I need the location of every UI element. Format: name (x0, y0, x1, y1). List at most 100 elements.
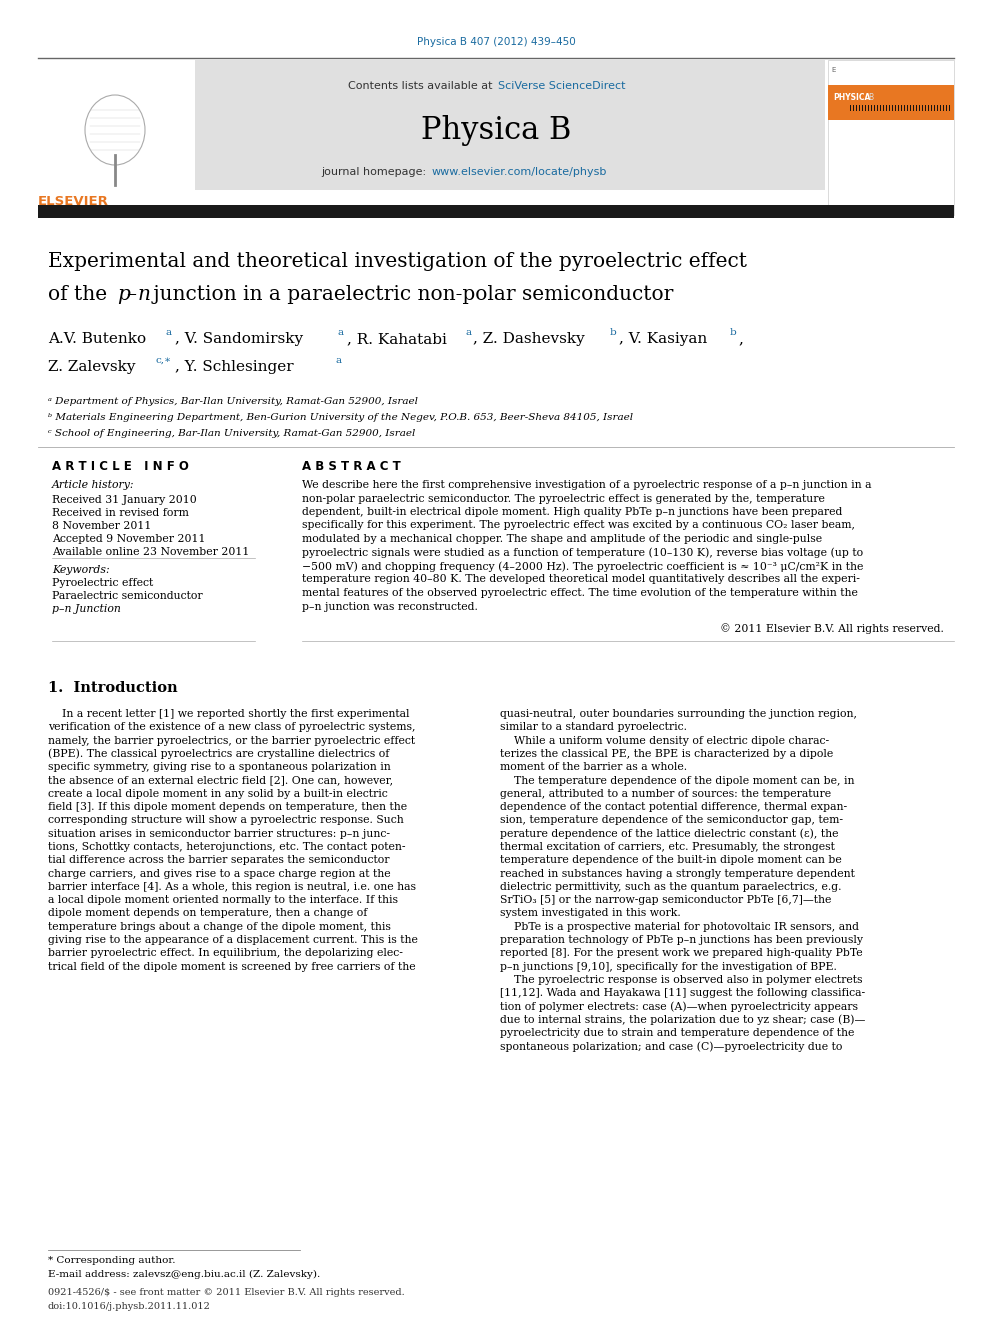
Text: trical field of the dipole moment is screened by free carriers of the: trical field of the dipole moment is scr… (48, 962, 416, 971)
Text: ᶜ School of Engineering, Bar-Ilan University, Ramat-Gan 52900, Israel: ᶜ School of Engineering, Bar-Ilan Univer… (48, 429, 416, 438)
Text: A B S T R A C T: A B S T R A C T (302, 460, 401, 474)
Text: , Y. Schlesinger: , Y. Schlesinger (175, 360, 294, 374)
Text: pyroelectric signals were studied as a function of temperature (10–130 K), rever: pyroelectric signals were studied as a f… (302, 548, 863, 558)
Text: Keywords:: Keywords: (52, 565, 110, 576)
Text: giving rise to the appearance of a displacement current. This is the: giving rise to the appearance of a displ… (48, 935, 418, 945)
Text: reached in substances having a strongly temperature dependent: reached in substances having a strongly … (500, 869, 855, 878)
Text: non-polar paraelectric semiconductor. The pyroelectric effect is generated by th: non-polar paraelectric semiconductor. Th… (302, 493, 825, 504)
Text: , Z. Dashevsky: , Z. Dashevsky (473, 332, 584, 347)
Text: n: n (138, 284, 151, 304)
Text: b: b (610, 328, 617, 337)
Text: reported [8]. For the present work we prepared high-quality PbTe: reported [8]. For the present work we pr… (500, 949, 863, 958)
Text: Pyroelectric effect: Pyroelectric effect (52, 578, 153, 587)
Text: situation arises in semiconductor barrier structures: p–n junc-: situation arises in semiconductor barrie… (48, 828, 390, 839)
Text: p: p (117, 284, 130, 304)
Text: dielectric permittivity, such as the quantum paraelectrics, e.g.: dielectric permittivity, such as the qua… (500, 882, 841, 892)
Text: thermal excitation of carriers, etc. Presumably, the strongest: thermal excitation of carriers, etc. Pre… (500, 841, 835, 852)
Text: –: – (126, 284, 136, 304)
Text: verification of the existence of a new class of pyroelectric systems,: verification of the existence of a new c… (48, 722, 416, 733)
Text: www.elsevier.com/locate/physb: www.elsevier.com/locate/physb (432, 167, 607, 177)
Bar (195, 60, 825, 191)
Text: preparation technology of PbTe p–n junctions has been previously: preparation technology of PbTe p–n junct… (500, 935, 863, 945)
Text: [11,12]. Wada and Hayakawa [11] suggest the following classifica-: [11,12]. Wada and Hayakawa [11] suggest … (500, 988, 865, 999)
Text: quasi-neutral, outer boundaries surrounding the junction region,: quasi-neutral, outer boundaries surround… (500, 709, 857, 718)
Text: corresponding structure will show a pyroelectric response. Such: corresponding structure will show a pyro… (48, 815, 404, 826)
Text: field [3]. If this dipole moment depends on temperature, then the: field [3]. If this dipole moment depends… (48, 802, 407, 812)
Text: The temperature dependence of the dipole moment can be, in: The temperature dependence of the dipole… (500, 775, 854, 786)
Text: terizes the classical PE, the BPE is characterized by a dipole: terizes the classical PE, the BPE is cha… (500, 749, 833, 759)
Bar (38, 60, 193, 191)
Text: Physica B: Physica B (421, 115, 571, 146)
Text: 0921-4526/$ - see front matter © 2011 Elsevier B.V. All rights reserved.: 0921-4526/$ - see front matter © 2011 El… (48, 1289, 405, 1297)
Text: Experimental and theoretical investigation of the pyroelectric effect: Experimental and theoretical investigati… (48, 251, 747, 271)
Text: ELSEVIER: ELSEVIER (38, 194, 109, 208)
Text: general, attributed to a number of sources: the temperature: general, attributed to a number of sourc… (500, 789, 831, 799)
Text: dipole moment depends on temperature, then a change of: dipole moment depends on temperature, th… (48, 909, 367, 918)
Text: sion, temperature dependence of the semiconductor gap, tem-: sion, temperature dependence of the semi… (500, 815, 843, 826)
Text: Paraelectric semiconductor: Paraelectric semiconductor (52, 591, 202, 601)
Text: ᵃ Department of Physics, Bar-Ilan University, Ramat-Gan 52900, Israel: ᵃ Department of Physics, Bar-Ilan Univer… (48, 397, 418, 406)
Bar (828, 85, 954, 120)
Text: E-mail address: zalevsz@eng.biu.ac.il (Z. Zalevsky).: E-mail address: zalevsz@eng.biu.ac.il (Z… (48, 1270, 320, 1279)
Text: A.V. Butenko: A.V. Butenko (48, 332, 146, 347)
Text: © 2011 Elsevier B.V. All rights reserved.: © 2011 Elsevier B.V. All rights reserved… (720, 623, 944, 634)
Text: create a local dipole moment in any solid by a built-in electric: create a local dipole moment in any soli… (48, 789, 388, 799)
Text: Contents lists available at: Contents lists available at (348, 81, 496, 91)
Text: tial difference across the barrier separates the semiconductor: tial difference across the barrier separ… (48, 855, 390, 865)
Text: spontaneous polarization; and case (C)—pyroelectricity due to: spontaneous polarization; and case (C)—p… (500, 1041, 842, 1052)
Text: (BPE). The classical pyroelectrics are crystalline dielectrics of: (BPE). The classical pyroelectrics are c… (48, 749, 390, 759)
Text: , V. Sandomirsky: , V. Sandomirsky (175, 332, 304, 347)
Text: B: B (868, 94, 873, 102)
Text: In a recent letter [1] we reported shortly the first experimental: In a recent letter [1] we reported short… (48, 709, 410, 718)
Text: a: a (165, 328, 172, 337)
Text: doi:10.1016/j.physb.2011.11.012: doi:10.1016/j.physb.2011.11.012 (48, 1302, 211, 1311)
Text: a: a (338, 328, 344, 337)
Text: barrier interface [4]. As a whole, this region is neutral, i.e. one has: barrier interface [4]. As a whole, this … (48, 882, 416, 892)
Text: specific symmetry, giving rise to a spontaneous polarization in: specific symmetry, giving rise to a spon… (48, 762, 391, 773)
Text: the absence of an external electric field [2]. One can, however,: the absence of an external electric fiel… (48, 775, 393, 786)
Text: mental features of the observed pyroelectric effect. The time evolution of the t: mental features of the observed pyroelec… (302, 587, 858, 598)
Text: −500 mV) and chopping frequency (4–2000 Hz). The pyroelectric coefficient is ≈ 1: −500 mV) and chopping frequency (4–2000 … (302, 561, 863, 572)
Text: Available online 23 November 2011: Available online 23 November 2011 (52, 546, 249, 557)
Text: dependence of the contact potential difference, thermal expan-: dependence of the contact potential diff… (500, 802, 847, 812)
Text: tion of polymer electrets: case (A)—when pyroelectricity appears: tion of polymer electrets: case (A)—when… (500, 1002, 858, 1012)
Text: due to internal strains, the polarization due to yz shear; case (B)—: due to internal strains, the polarizatio… (500, 1015, 865, 1025)
Text: While a uniform volume density of electric dipole charac-: While a uniform volume density of electr… (500, 736, 829, 746)
Text: p–n junctions [9,10], specifically for the investigation of BPE.: p–n junctions [9,10], specifically for t… (500, 962, 837, 971)
Text: similar to a standard pyroelectric.: similar to a standard pyroelectric. (500, 722, 687, 733)
Text: Article history:: Article history: (52, 480, 135, 490)
Text: temperature dependence of the built-in dipole moment can be: temperature dependence of the built-in d… (500, 855, 842, 865)
Text: b: b (730, 328, 737, 337)
Text: We describe here the first comprehensive investigation of a pyroelectric respons: We describe here the first comprehensive… (302, 480, 872, 490)
Text: a: a (336, 356, 342, 365)
Text: namely, the barrier pyroelectrics, or the barrier pyroelectric effect: namely, the barrier pyroelectrics, or th… (48, 736, 415, 746)
Text: Received 31 January 2010: Received 31 January 2010 (52, 495, 196, 505)
Text: temperature brings about a change of the dipole moment, this: temperature brings about a change of the… (48, 922, 391, 931)
Text: ᵇ Materials Engineering Department, Ben-Gurion University of the Negev, P.O.B. 6: ᵇ Materials Engineering Department, Ben-… (48, 413, 633, 422)
Text: ,: , (738, 332, 743, 347)
Text: * Corresponding author.: * Corresponding author. (48, 1256, 176, 1265)
Text: PbTe is a prospective material for photovoltaic IR sensors, and: PbTe is a prospective material for photo… (500, 922, 859, 931)
Text: E: E (831, 67, 835, 73)
Text: SrTiO₃ [5] or the narrow-gap semiconductor PbTe [6,7]—the: SrTiO₃ [5] or the narrow-gap semiconduct… (500, 896, 831, 905)
Bar (38, 205, 954, 218)
Text: a: a (465, 328, 471, 337)
Text: Physica B 407 (2012) 439–450: Physica B 407 (2012) 439–450 (417, 37, 575, 48)
Bar (828, 60, 954, 216)
Text: tions, Schottky contacts, heterojunctions, etc. The contact poten-: tions, Schottky contacts, heterojunction… (48, 841, 406, 852)
Text: of the: of the (48, 284, 113, 304)
Text: moment of the barrier as a whole.: moment of the barrier as a whole. (500, 762, 687, 773)
Text: p–n junction was reconstructed.: p–n junction was reconstructed. (302, 602, 478, 611)
Text: Received in revised form: Received in revised form (52, 508, 188, 519)
Text: The pyroelectric response is observed also in polymer electrets: The pyroelectric response is observed al… (500, 975, 862, 986)
Text: A R T I C L E   I N F O: A R T I C L E I N F O (52, 460, 188, 474)
Text: , V. Kasiyan: , V. Kasiyan (619, 332, 707, 347)
Text: Z. Zalevsky: Z. Zalevsky (48, 360, 136, 374)
Text: modulated by a mechanical chopper. The shape and amplitude of the periodic and s: modulated by a mechanical chopper. The s… (302, 534, 822, 544)
Text: charge carriers, and gives rise to a space charge region at the: charge carriers, and gives rise to a spa… (48, 869, 391, 878)
Text: barrier pyroelectric effect. In equilibrium, the depolarizing elec-: barrier pyroelectric effect. In equilibr… (48, 949, 403, 958)
Text: PHYSICA: PHYSICA (833, 94, 870, 102)
Text: journal homepage:: journal homepage: (321, 167, 430, 177)
Text: temperature region 40–80 K. The developed theoretical model quantitatively descr: temperature region 40–80 K. The develope… (302, 574, 860, 585)
Text: Accepted 9 November 2011: Accepted 9 November 2011 (52, 534, 205, 544)
